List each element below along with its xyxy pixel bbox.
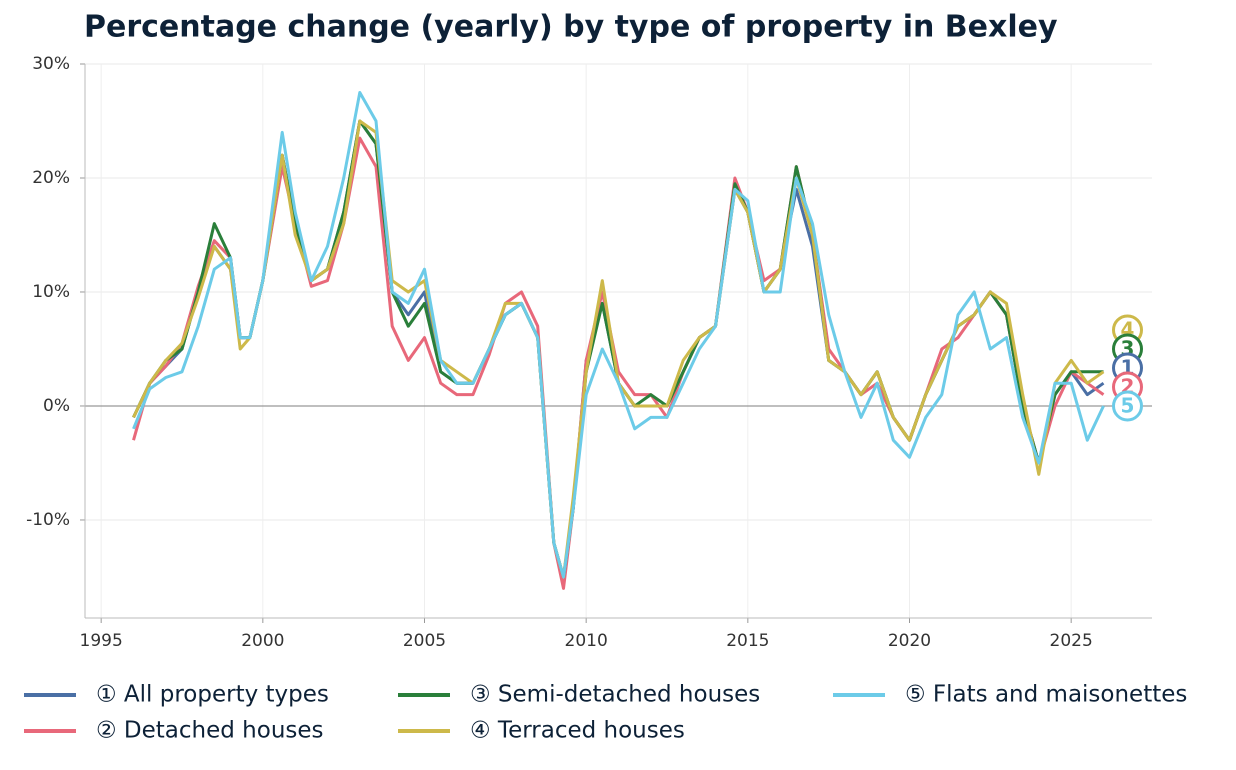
x-tick-label: 2005 xyxy=(403,631,446,651)
y-tick-label: 0% xyxy=(43,396,70,416)
x-tick-label: 1995 xyxy=(80,631,123,651)
series-line xyxy=(132,91,1105,579)
y-tick-label: -10% xyxy=(26,510,70,530)
legend-label: ⑤ Flats and maisonettes xyxy=(905,682,1187,708)
x-tick-label: 2020 xyxy=(888,631,931,651)
x-tick-label: 2000 xyxy=(241,631,284,651)
x-tick-label: 2010 xyxy=(565,631,608,651)
legend-label: ③ Semi-detached houses xyxy=(470,682,760,708)
chart-title: Percentage change (yearly) by type of pr… xyxy=(84,10,1058,45)
end-marker xyxy=(1112,390,1143,422)
end-label: 5 xyxy=(1121,393,1135,417)
y-tick-label: 20% xyxy=(32,168,70,188)
legend-label: ① All property types xyxy=(96,682,329,708)
series-line xyxy=(132,119,1105,579)
legend-label: ② Detached houses xyxy=(96,718,324,744)
y-tick-label: 10% xyxy=(32,282,70,302)
y-tick-label: 30% xyxy=(32,54,70,74)
x-tick-label: 2025 xyxy=(1050,631,1093,651)
x-tick-label: 2015 xyxy=(726,631,769,651)
series-line xyxy=(132,136,1105,590)
legend-label: ④ Terraced houses xyxy=(470,718,685,744)
